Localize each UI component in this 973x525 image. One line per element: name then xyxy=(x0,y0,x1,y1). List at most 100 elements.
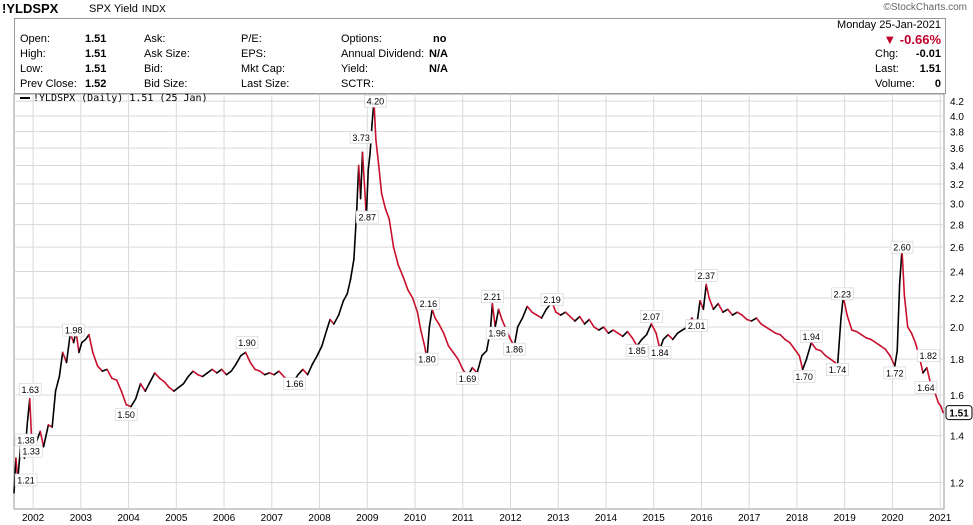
series-segment xyxy=(805,341,813,360)
series-segment xyxy=(239,351,247,357)
series-segment xyxy=(149,372,156,383)
yield-value: N/A xyxy=(429,63,448,75)
series-segment xyxy=(774,332,782,336)
series-segment xyxy=(388,218,395,248)
value-annotation-box xyxy=(417,297,440,310)
series-segment xyxy=(88,333,94,354)
series-segment xyxy=(617,332,624,338)
annual-dividend-label: Annual Dividend: xyxy=(341,48,425,60)
series-segment xyxy=(926,366,932,385)
prev-close-value: 1.52 xyxy=(85,78,107,90)
series-segment xyxy=(220,368,228,376)
value-annotation: 1.85 xyxy=(628,346,646,356)
series-segment xyxy=(750,317,758,322)
series-segment xyxy=(397,264,404,278)
series-segment xyxy=(788,341,796,350)
ask-size-label: Ask Size: xyxy=(144,48,190,60)
series-segment xyxy=(78,341,83,354)
value-annotation: 1.82 xyxy=(919,351,937,361)
value-annotation: 2.23 xyxy=(834,289,852,299)
value-annotation: 1.80 xyxy=(418,355,436,365)
y-tick-label: 2.4 xyxy=(950,268,964,279)
series-segment xyxy=(820,349,827,357)
series-segment xyxy=(278,370,285,378)
series-segment xyxy=(206,368,213,374)
value-annotation: 1.94 xyxy=(803,332,821,342)
volume-label: Volume: xyxy=(875,78,915,90)
bid-label: Bid: xyxy=(144,63,163,75)
series-segment xyxy=(39,430,45,448)
series-segment xyxy=(144,381,151,392)
series-segment xyxy=(593,326,600,331)
value-annotation-box xyxy=(355,210,379,224)
series-segment xyxy=(377,164,383,195)
series-segment xyxy=(640,333,648,341)
value-annotation: 1.86 xyxy=(506,345,524,355)
eps-label: EPS: xyxy=(241,48,267,60)
x-tick-label: 2004 xyxy=(117,513,140,524)
series-segment xyxy=(375,138,380,167)
series-segment xyxy=(259,370,266,376)
value-annotation: 2.37 xyxy=(697,271,715,281)
series-segment xyxy=(306,363,314,376)
series-segment xyxy=(855,330,863,336)
series-segment xyxy=(373,100,377,141)
series-segment xyxy=(705,283,710,299)
value-annotation: 2.16 xyxy=(420,299,438,309)
y-tick-label: 3.2 xyxy=(950,180,964,191)
x-tick-label: 2006 xyxy=(213,513,236,524)
series-segment xyxy=(801,358,808,371)
series-segment xyxy=(168,386,175,392)
series-segment xyxy=(598,326,605,331)
series-segment xyxy=(491,302,497,328)
value-annotation-box xyxy=(14,473,38,487)
y-tick-label: 3.6 xyxy=(950,144,964,155)
series-segment xyxy=(626,330,634,339)
series-segment xyxy=(80,338,87,344)
series-segment xyxy=(588,318,595,328)
series-segment xyxy=(583,318,591,325)
mkt-cap-label: Mkt Cap: xyxy=(241,63,286,75)
series-segment xyxy=(494,308,500,328)
x-tick-label: 2015 xyxy=(643,513,666,524)
series-segment xyxy=(235,354,242,366)
series-segment xyxy=(154,372,161,380)
series-segment xyxy=(712,302,719,311)
value-annotation-box xyxy=(503,342,526,356)
series-segment xyxy=(201,372,209,378)
y-tick-label: 4.2 xyxy=(950,97,964,108)
series-segment xyxy=(662,333,669,341)
series-segment xyxy=(321,329,328,347)
series-segment xyxy=(158,377,166,383)
series-segment xyxy=(91,351,99,367)
series-segment xyxy=(667,333,674,341)
series-segment xyxy=(457,358,464,371)
series-segment xyxy=(865,337,872,341)
value-annotation-box xyxy=(792,370,816,383)
series-segment xyxy=(903,294,909,328)
value-annotation: 2.07 xyxy=(643,312,661,322)
series-segment xyxy=(349,258,355,281)
ask-label: Ask: xyxy=(144,33,166,45)
series-segment xyxy=(870,338,877,344)
symbol-title: !YLDSPX xyxy=(2,1,59,16)
value-annotation-box xyxy=(62,323,85,337)
x-tick-label: 2020 xyxy=(881,513,904,524)
series-segment xyxy=(645,323,653,336)
series-segment xyxy=(559,311,567,316)
series-segment xyxy=(211,368,218,374)
x-tick-label: 2019 xyxy=(834,513,857,524)
series-segment xyxy=(612,329,619,334)
value-annotation-box xyxy=(916,349,940,363)
value-annotation-box xyxy=(114,408,138,421)
bid-size-label: Bid Size: xyxy=(144,78,188,90)
security-name: SPX Yield INDX xyxy=(89,3,166,15)
y-tick-label: 2.2 xyxy=(950,294,964,305)
series-segment xyxy=(829,358,836,364)
series-segment xyxy=(28,397,33,441)
series-segment xyxy=(361,151,366,185)
y-tick-label: 1.4 xyxy=(950,432,964,443)
series-segment xyxy=(365,169,370,218)
value-annotation-box xyxy=(648,346,672,359)
series-segment xyxy=(481,349,488,357)
